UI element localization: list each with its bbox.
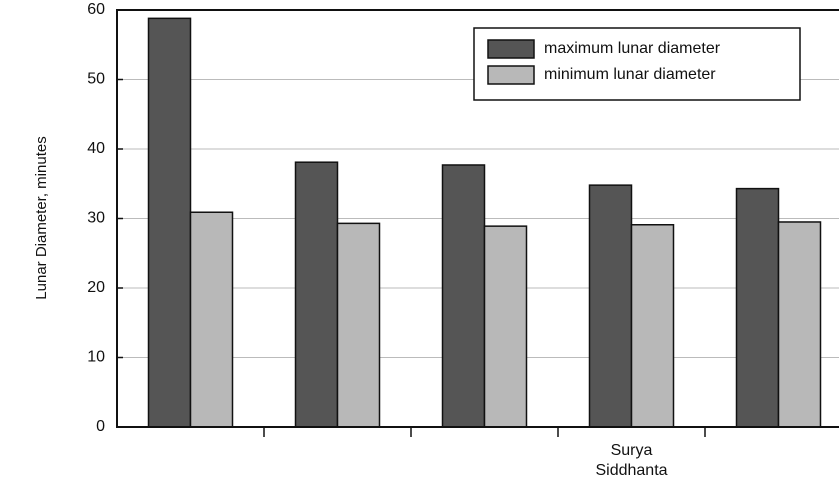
y-tick-label: 20 <box>87 279 105 296</box>
bar <box>147 17 192 428</box>
plot-frame <box>116 9 839 428</box>
bar <box>483 225 528 428</box>
x-tick-label-line: Surya <box>611 442 653 459</box>
bar <box>630 224 675 428</box>
y-tick-label: 40 <box>87 140 105 157</box>
legend-swatch <box>487 65 535 85</box>
bar <box>777 221 822 428</box>
legend-box <box>473 27 801 101</box>
x-tick-label: Surya Siddhanta <box>595 442 667 479</box>
y-tick-label: 50 <box>87 71 105 88</box>
bar <box>294 161 339 428</box>
y-tick-label: 60 <box>87 1 105 18</box>
y-tick-label: 0 <box>96 418 105 435</box>
y-tick-label: 30 <box>87 210 105 227</box>
bar <box>336 222 381 428</box>
bar <box>588 184 633 428</box>
y-tick-label: 10 <box>87 349 105 366</box>
y-axis-label: Lunar Diameter, minutes <box>33 136 50 299</box>
bar <box>441 164 486 428</box>
x-tick-label-line: Siddhanta <box>595 462 667 479</box>
bar <box>189 211 234 428</box>
legend-label: minimum lunar diameter <box>544 66 716 83</box>
bar <box>735 187 780 428</box>
legend-swatch <box>487 39 535 59</box>
legend-label: maximum lunar diameter <box>544 40 721 57</box>
